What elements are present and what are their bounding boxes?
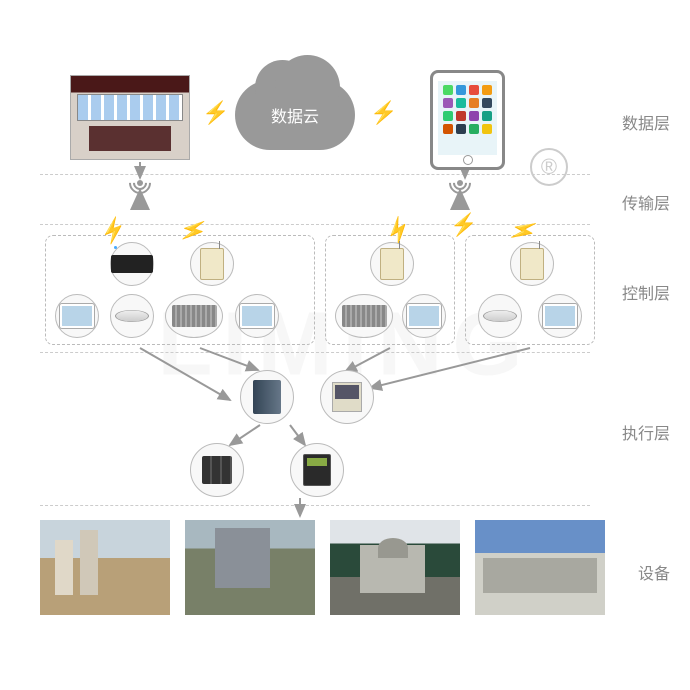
vfd-device bbox=[320, 370, 374, 424]
bolt-icon: ⚡ bbox=[370, 100, 397, 126]
plc-device bbox=[335, 294, 393, 338]
equipment-photo-3 bbox=[330, 520, 460, 615]
layer-label-control: 控制层 bbox=[622, 280, 670, 304]
router-device bbox=[370, 242, 414, 286]
hmi-device bbox=[538, 294, 582, 338]
layer-label-data: 数据层 bbox=[622, 110, 670, 134]
router-device bbox=[510, 242, 554, 286]
layer-label-execution: 执行层 bbox=[622, 420, 670, 444]
breaker-device bbox=[190, 443, 244, 497]
hmi-device bbox=[235, 294, 279, 338]
hmi-device bbox=[402, 294, 446, 338]
meter-device bbox=[290, 443, 344, 497]
equipment-photo-2 bbox=[185, 520, 315, 615]
cabinet-device bbox=[240, 370, 294, 424]
layer-label-equipment: 设备 bbox=[638, 560, 670, 584]
antenna-icon bbox=[445, 180, 475, 215]
divider-3 bbox=[40, 352, 590, 353]
router-device bbox=[190, 242, 234, 286]
equipment-photo-1 bbox=[40, 520, 170, 615]
tablet-device bbox=[430, 70, 505, 170]
antenna-icon bbox=[125, 180, 155, 215]
flat-device bbox=[110, 294, 154, 338]
control-room-photo bbox=[70, 75, 190, 160]
divider-4 bbox=[40, 505, 590, 506]
hmi-device bbox=[55, 294, 99, 338]
equipment-photo-4 bbox=[475, 520, 605, 615]
server-device bbox=[110, 242, 154, 286]
cloud-icon: 数据云 bbox=[235, 80, 355, 150]
plc-device bbox=[165, 294, 223, 338]
divider-1 bbox=[40, 174, 590, 175]
cloud-label: 数据云 bbox=[271, 103, 319, 127]
tablet-apps-grid bbox=[443, 85, 492, 149]
bolt-icon: ⚡ bbox=[450, 212, 477, 238]
layer-label-transport: 传输层 bbox=[622, 190, 670, 214]
registered-icon: ® bbox=[530, 148, 568, 186]
bolt-icon: ⚡ bbox=[202, 100, 229, 126]
flat-device bbox=[478, 294, 522, 338]
